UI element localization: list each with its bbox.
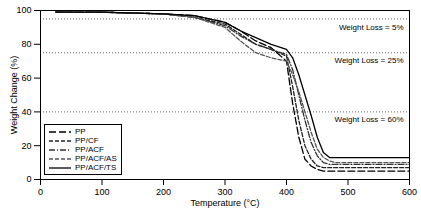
svg-text:400: 400 (279, 187, 294, 197)
svg-text:Temperature (°C): Temperature (°C) (190, 198, 259, 208)
svg-text:500: 500 (340, 187, 355, 197)
svg-text:40: 40 (21, 107, 31, 117)
svg-text:Weight Loss = 5%: Weight Loss = 5% (339, 23, 404, 32)
svg-text:0: 0 (26, 174, 31, 184)
svg-text:20: 20 (21, 141, 31, 151)
svg-text:100: 100 (94, 187, 109, 197)
html-text:PP: PP (75, 127, 86, 136)
svg-text:300: 300 (217, 187, 232, 197)
svg-text:100: 100 (16, 5, 31, 15)
html-text:PP/ACF/TS: PP/ACF/TS (75, 163, 117, 172)
svg-text:Weight Loss = 25%: Weight Loss = 25% (334, 56, 403, 65)
svg-text:Weight Change (%): Weight Change (%) (9, 56, 19, 134)
html-text:PP/ACF/AS: PP/ACF/AS (75, 154, 117, 163)
svg-text:600: 600 (402, 187, 417, 197)
svg-text:80: 80 (21, 39, 31, 49)
svg-text:Weight Loss = 60%: Weight Loss = 60% (334, 115, 403, 124)
svg-text:200: 200 (156, 187, 171, 197)
svg-text:60: 60 (21, 73, 31, 83)
html-text:PP/CF: PP/CF (75, 136, 99, 145)
html-text:PP/ACF: PP/ACF (75, 145, 104, 154)
svg-text:0: 0 (38, 187, 43, 197)
